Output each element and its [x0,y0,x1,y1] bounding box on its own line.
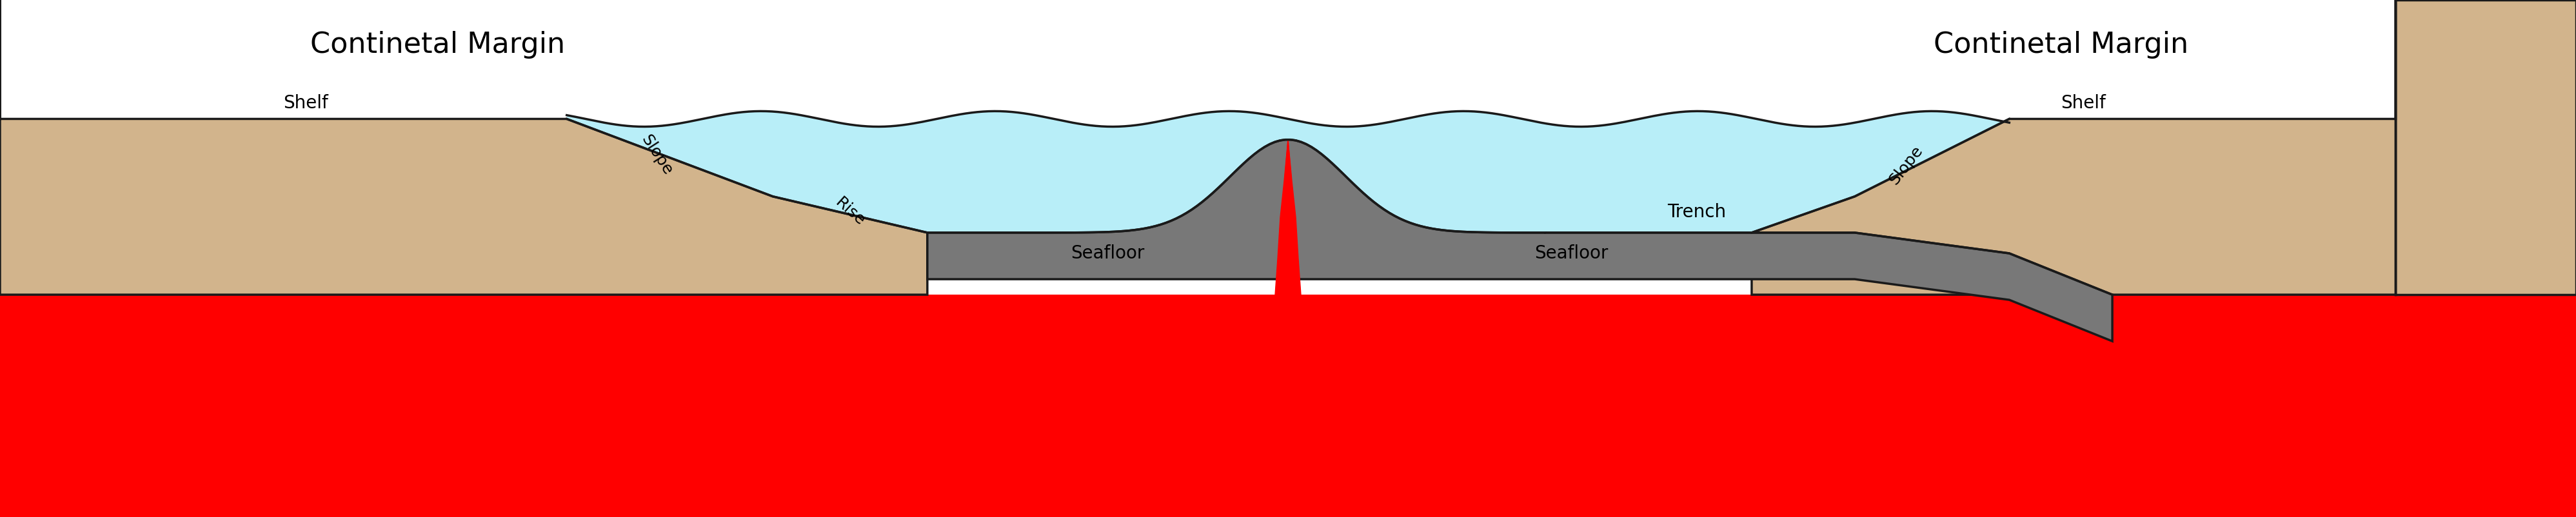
Polygon shape [567,111,2009,233]
Text: Rise: Rise [832,195,868,229]
Polygon shape [1752,0,2396,295]
Polygon shape [927,140,2112,341]
Text: Slope: Slope [639,132,675,178]
Text: Seafloor: Seafloor [1072,245,1144,262]
Text: Continetal Margin: Continetal Margin [312,31,564,59]
Text: Shelf: Shelf [2061,95,2105,112]
Polygon shape [2396,0,2576,295]
Polygon shape [0,0,927,295]
Text: Trench: Trench [1667,203,1726,221]
Polygon shape [1275,140,1301,295]
Polygon shape [0,295,2576,517]
Text: Continetal Margin: Continetal Margin [1935,31,2187,59]
Text: Shelf: Shelf [283,95,327,112]
Polygon shape [1280,140,1296,295]
Text: Seafloor: Seafloor [1535,245,1607,262]
Text: Slope: Slope [1886,143,1927,188]
